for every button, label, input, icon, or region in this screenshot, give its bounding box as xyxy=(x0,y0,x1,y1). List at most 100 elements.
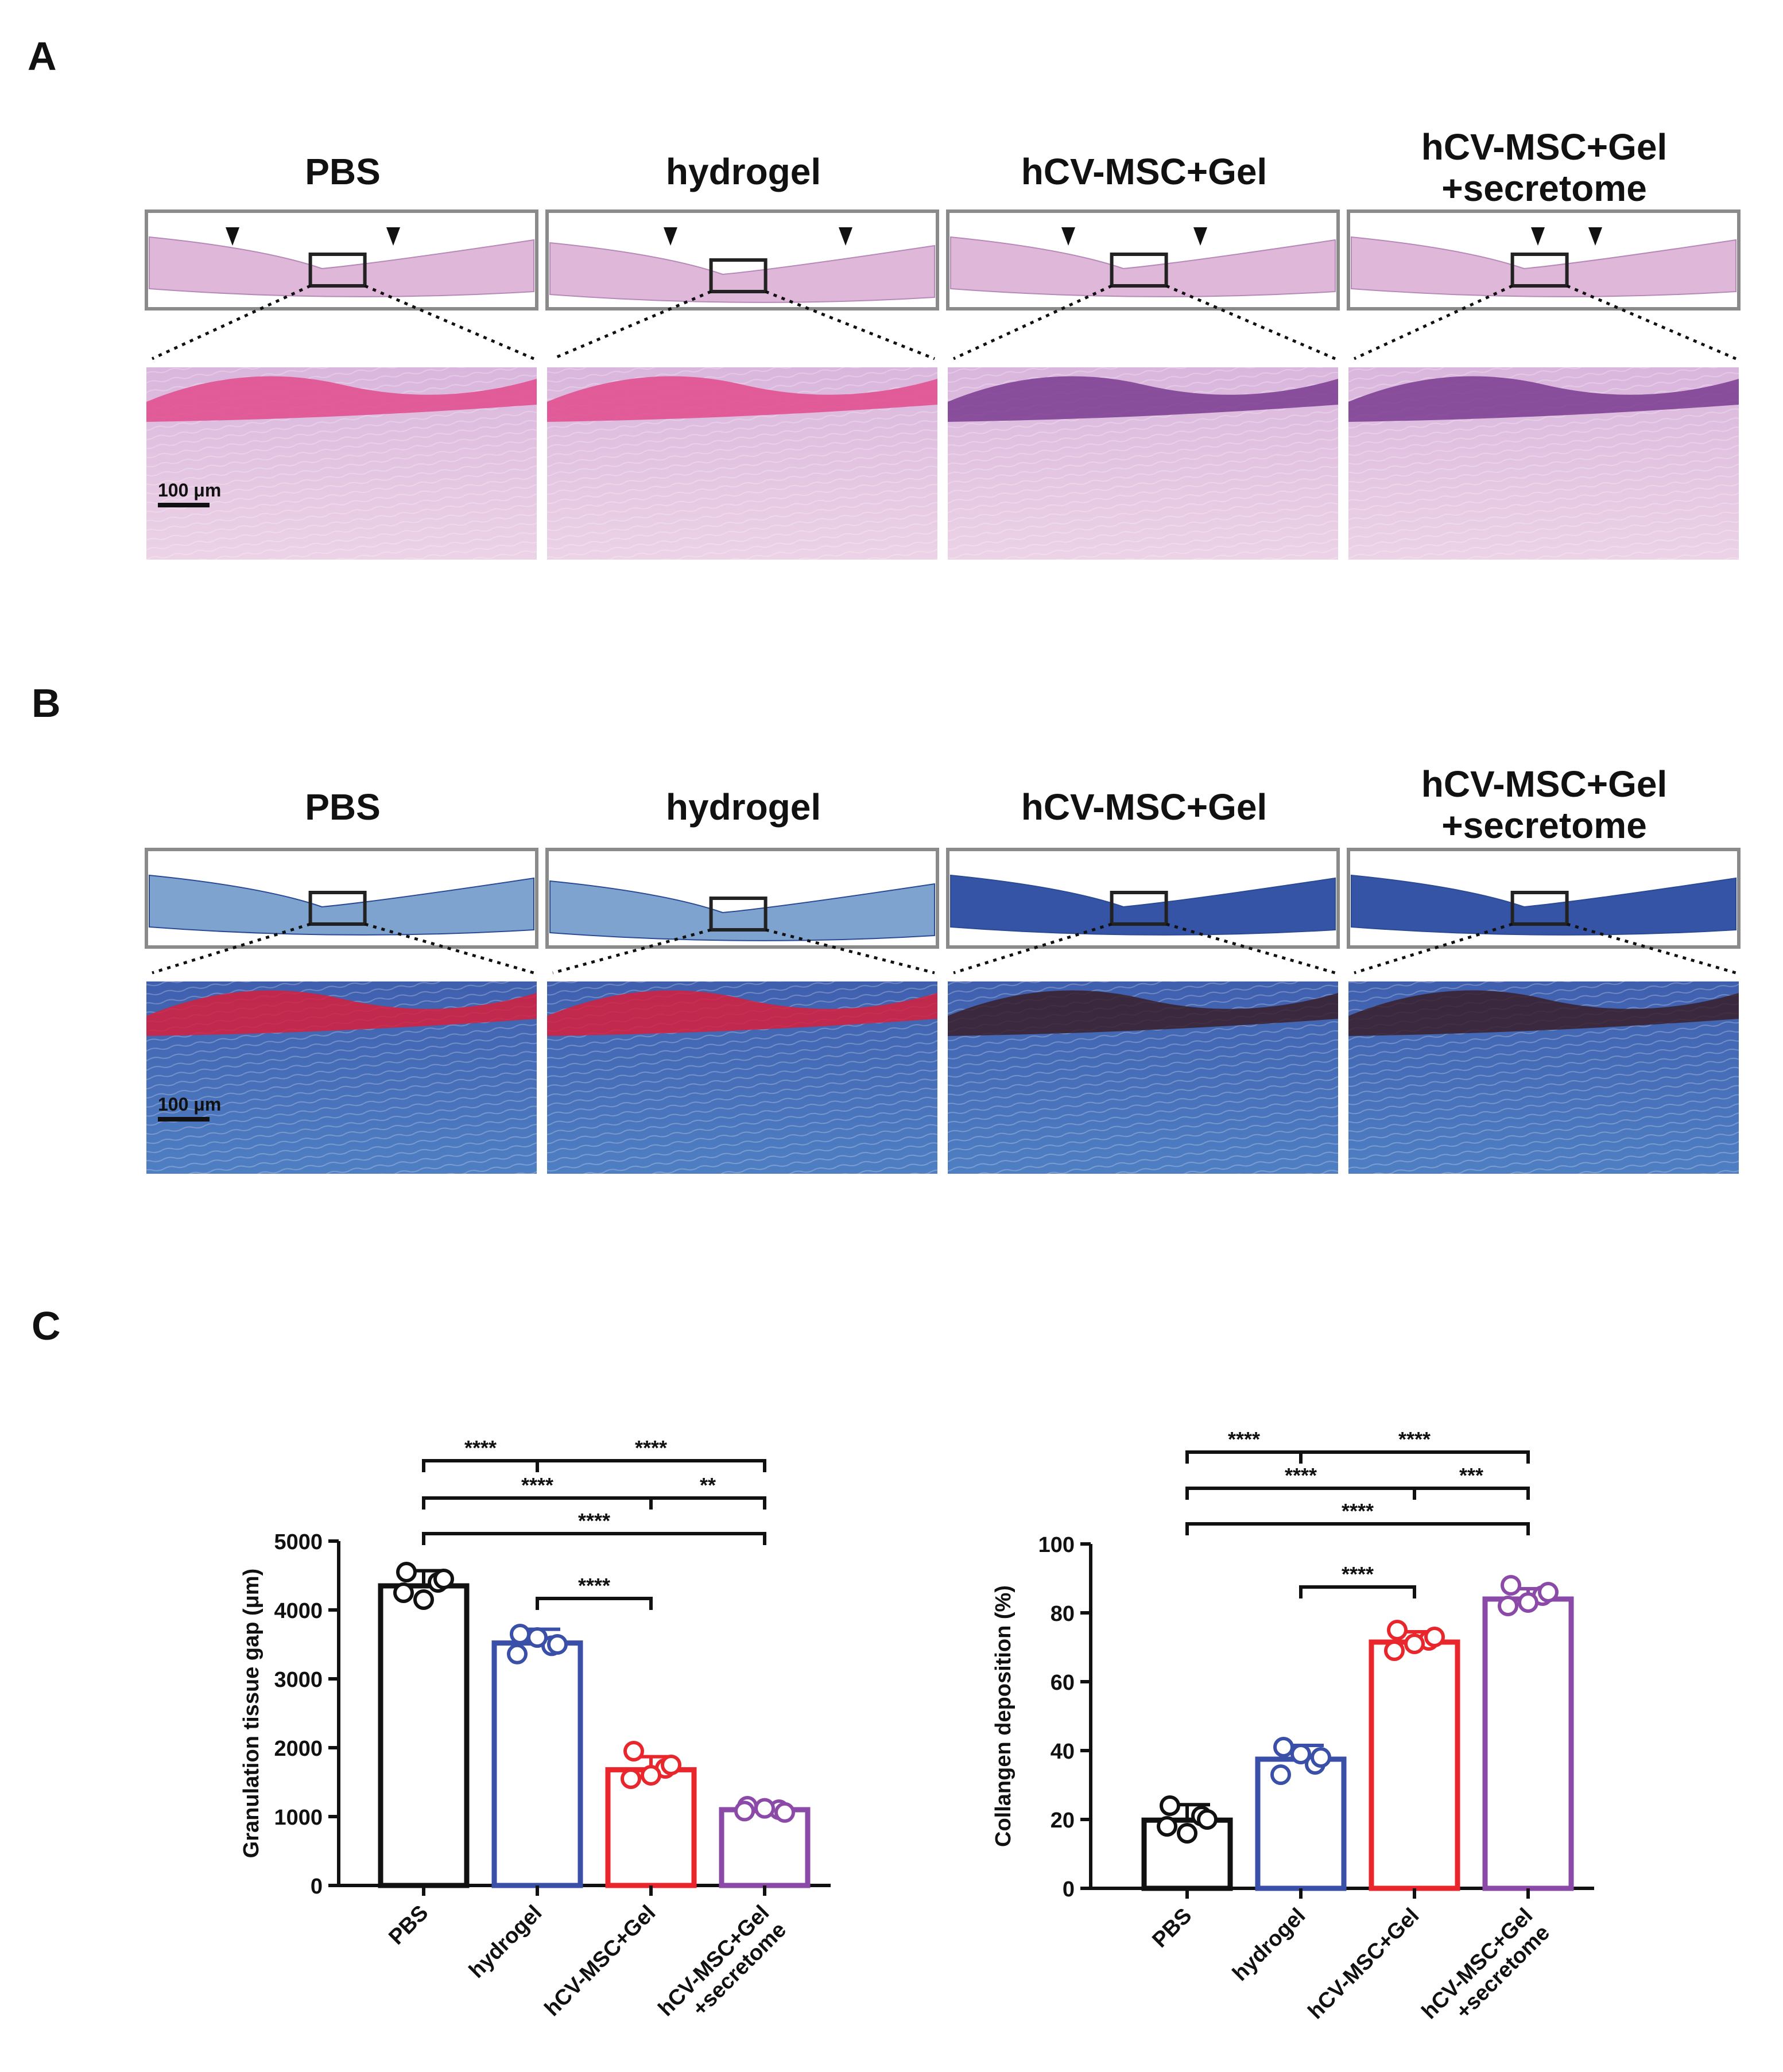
data-point xyxy=(1270,1764,1291,1785)
panel-b-title-secretome: hCV-MSC+Gel +secretome xyxy=(1421,763,1668,846)
arrowhead-marker xyxy=(1061,227,1075,246)
scale-bar-label: 100 μm xyxy=(158,480,221,500)
data-point xyxy=(1160,1795,1180,1816)
data-point xyxy=(1157,1816,1177,1837)
panel-b-title-pbs: PBS xyxy=(305,786,381,828)
panel-b-zoom-line-left xyxy=(552,928,712,975)
data-point xyxy=(1498,1596,1518,1616)
panel-a-zoom-image: 100 μm xyxy=(146,367,537,560)
panel-a-zoom-image xyxy=(547,367,937,560)
data-point xyxy=(774,1802,795,1823)
y-tick-label: 100 xyxy=(1038,1533,1075,1557)
panel-b-epidermis-layer xyxy=(547,990,937,1036)
arrowhead-marker xyxy=(386,227,400,246)
significance-bracket xyxy=(536,1597,653,1610)
panel-b-column-1 xyxy=(545,848,939,1174)
arrowhead-marker xyxy=(1193,227,1207,246)
data-point xyxy=(734,1801,755,1822)
data-point xyxy=(1177,1823,1197,1844)
data-point xyxy=(623,1741,644,1761)
panel-a-zoom-line-left xyxy=(151,284,311,360)
panel-a-inset-box xyxy=(1510,253,1569,288)
panel-a-column-1 xyxy=(545,209,939,560)
panel-b-zoom-line-left xyxy=(953,922,1113,975)
panel-b-zoom-line-right xyxy=(364,922,534,975)
panel-b-zoom-line-right xyxy=(1566,922,1737,975)
histology-images: 100 μm 100 μm xyxy=(145,209,1741,1174)
data-point xyxy=(1387,1620,1408,1640)
arrowhead-marker xyxy=(226,227,239,246)
arrowhead-marker xyxy=(1531,227,1545,246)
panel-b-title-hydrogel: hydrogel xyxy=(665,786,821,828)
panel-a-epidermis-layer xyxy=(948,376,1338,422)
x-tick-label-0: PBS xyxy=(1148,1904,1196,1953)
panel-b-inset-box xyxy=(308,891,367,926)
panel-a-column-3 xyxy=(1347,209,1741,560)
x-tick-label-line: PBS xyxy=(1148,1904,1196,1953)
panel-a-inset-box xyxy=(709,258,768,293)
chart-collagen-deposition: 0 20 40 60 80 100 Collangen deposition (%) PBS h… xyxy=(991,1427,1594,2024)
x-tick-label-line: hydrogel xyxy=(1228,1904,1310,1986)
data-point xyxy=(396,1562,417,1582)
panel-letter-c: C xyxy=(32,1303,61,1348)
significance-label: **** xyxy=(635,1436,667,1460)
x-tick-label-line: hydrogel xyxy=(464,1901,546,1983)
panel-b-overview-tissue xyxy=(1351,874,1737,936)
x-tick-label-3: hCV-MSC+Gel+secretome xyxy=(1417,1904,1555,2024)
significance-label: **** xyxy=(1228,1427,1260,1451)
y-tick-label: 2000 xyxy=(274,1737,323,1761)
panel-a-zoom-image xyxy=(1348,367,1739,560)
x-tick-label-line: PBS xyxy=(384,1901,433,1950)
significance-bracket xyxy=(1413,1487,1530,1500)
panel-b-zoom-line-right xyxy=(1165,922,1336,975)
bar-2 xyxy=(1369,1639,1460,1891)
data-point xyxy=(1538,1582,1559,1602)
panel-b-epidermis-layer xyxy=(948,990,1338,1036)
bar-2 xyxy=(605,1767,697,1888)
panel-b-zoom-image xyxy=(1348,981,1739,1174)
panel-a-column-2 xyxy=(946,209,1340,560)
data-point xyxy=(527,1627,548,1648)
panel-a-overview-tissue xyxy=(1351,236,1737,297)
x-tick-label-2: hCV-MSC+Gel xyxy=(1304,1904,1424,2024)
y-tick-label: 20 xyxy=(1051,1809,1075,1833)
panel-b-column-2 xyxy=(946,848,1340,1174)
panel-letter-b: B xyxy=(32,681,61,725)
panel-a-zoom-image xyxy=(948,367,1338,560)
x-tick-label-line: hCV-MSC+Gel xyxy=(540,1901,661,2021)
panel-b-title-hcv-msc-gel: hCV-MSC+Gel xyxy=(1021,786,1268,828)
y-tick-label: 3000 xyxy=(274,1668,323,1692)
panel-a-title-pbs: PBS xyxy=(305,151,381,192)
data-point xyxy=(1311,1747,1331,1768)
significance-label: ** xyxy=(700,1473,716,1497)
y-tick-label: 4000 xyxy=(274,1599,323,1623)
panel-a-title-hydrogel: hydrogel xyxy=(665,151,821,192)
significance-label: **** xyxy=(578,1574,610,1597)
data-point xyxy=(754,1798,775,1819)
arrowhead-marker xyxy=(1588,227,1602,246)
y-tick-label: 5000 xyxy=(274,1530,323,1554)
data-point xyxy=(641,1765,661,1786)
panel-b-overview-tissue xyxy=(549,880,935,941)
y-axis-label: Collangen deposition (%) xyxy=(991,1585,1015,1847)
significance-label: **** xyxy=(521,1473,553,1497)
panel-b-zoom-line-left xyxy=(1354,922,1513,975)
significance-bracket xyxy=(1185,1450,1303,1464)
significance-label: **** xyxy=(1398,1427,1431,1451)
panel-a-inset-box xyxy=(308,253,367,288)
panel-a-epidermis-layer xyxy=(1348,376,1739,422)
significance-bracket xyxy=(1299,1450,1530,1464)
data-point xyxy=(1273,1737,1294,1757)
data-point xyxy=(413,1589,434,1610)
panel-b-overview-tissue xyxy=(149,874,534,936)
data-point xyxy=(1518,1592,1538,1613)
panel-b-zoom-image: 100 μm xyxy=(146,981,537,1174)
panel-b-column-3 xyxy=(1347,848,1741,1174)
significance-bracket xyxy=(1185,1487,1416,1500)
x-tick-label-1: hydrogel xyxy=(1228,1904,1310,1986)
chart-granulation-gap: 0 1000 2000 3000 4000 5000 Granulation tissue … xyxy=(239,1436,831,2021)
y-tick-label: 40 xyxy=(1051,1740,1075,1764)
significance-label: **** xyxy=(1342,1499,1374,1523)
data-point xyxy=(393,1582,414,1603)
y-tick-label: 1000 xyxy=(274,1806,323,1830)
